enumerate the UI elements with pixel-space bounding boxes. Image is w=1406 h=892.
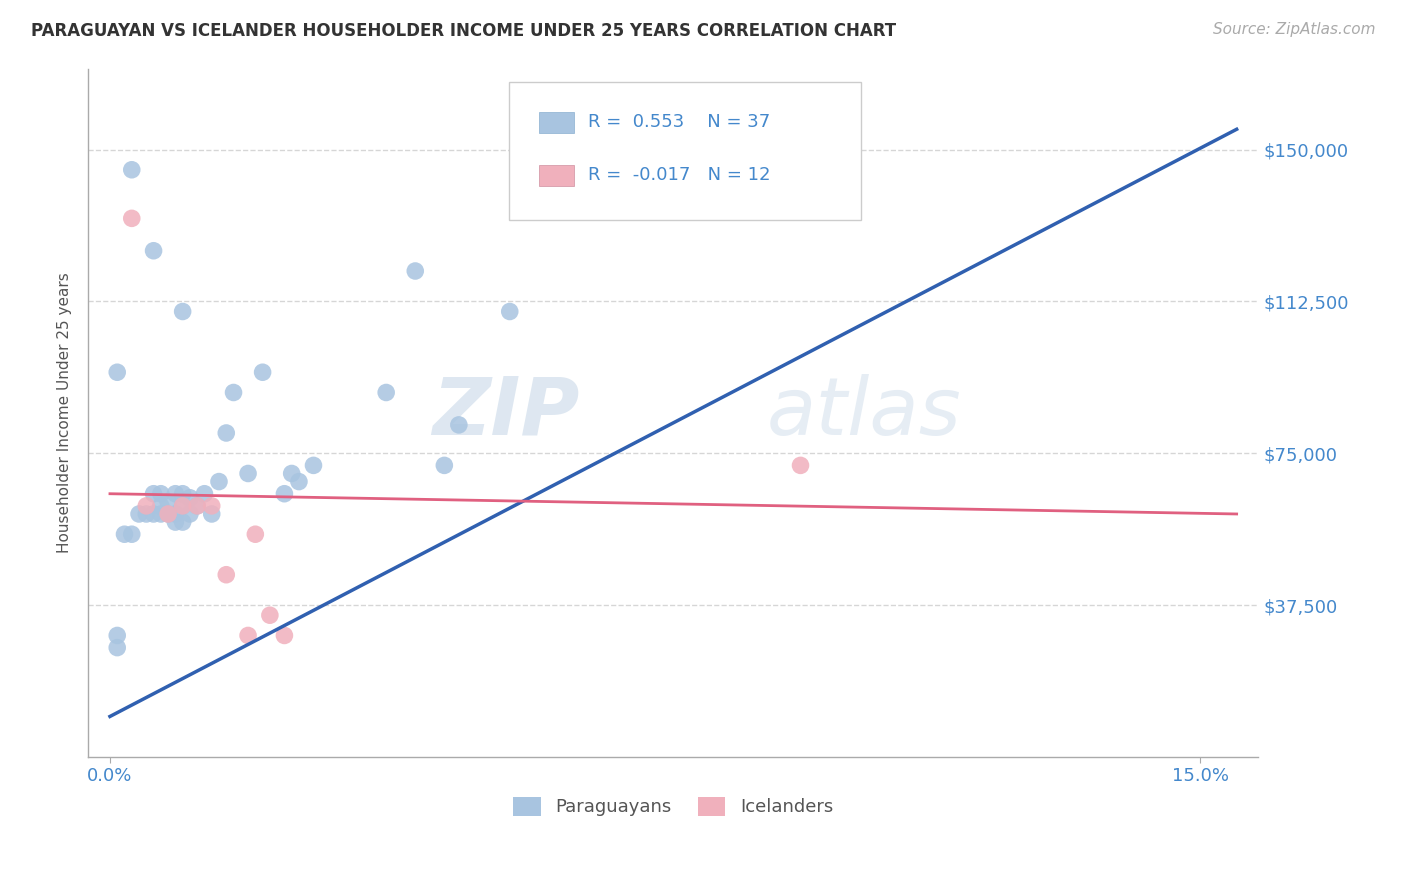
Point [157, 507, 180, 521]
Point [193, 487, 215, 501]
Point [149, 499, 172, 513]
Point [172, 499, 194, 513]
Point [245, 527, 267, 541]
Point [273, 628, 295, 642]
FancyBboxPatch shape [509, 82, 860, 220]
Point [149, 487, 172, 501]
Point [302, 458, 325, 473]
Point [222, 385, 245, 400]
Point [215, 425, 238, 440]
Point [135, 507, 157, 521]
Point [172, 499, 194, 513]
Text: Source: ZipAtlas.com: Source: ZipAtlas.com [1212, 22, 1375, 37]
Point [157, 507, 180, 521]
Point [252, 365, 274, 379]
Point [280, 467, 302, 481]
Point [273, 487, 295, 501]
Point [105, 628, 128, 642]
Point [201, 499, 224, 513]
Text: PARAGUAYAN VS ICELANDER HOUSEHOLDER INCOME UNDER 25 YEARS CORRELATION CHART: PARAGUAYAN VS ICELANDER HOUSEHOLDER INCO… [31, 22, 896, 40]
Point [179, 507, 201, 521]
Point [404, 264, 426, 278]
Point [499, 304, 522, 318]
Point [288, 475, 311, 489]
Point [165, 487, 187, 501]
Point [149, 507, 172, 521]
Point [121, 162, 143, 177]
Point [236, 467, 259, 481]
Point [201, 507, 224, 521]
Point [172, 487, 194, 501]
Point [157, 495, 180, 509]
Point [172, 515, 194, 529]
Point [121, 527, 143, 541]
Text: R =  0.553    N = 37: R = 0.553 N = 37 [588, 113, 770, 131]
Point [259, 608, 281, 623]
Point [105, 365, 128, 379]
Point [179, 491, 201, 505]
Text: atlas: atlas [766, 374, 962, 451]
Point [135, 499, 157, 513]
Text: R =  -0.017   N = 12: R = -0.017 N = 12 [588, 166, 770, 185]
Point [121, 211, 143, 226]
FancyBboxPatch shape [538, 165, 574, 186]
Point [105, 640, 128, 655]
Point [215, 567, 238, 582]
Point [447, 417, 470, 432]
FancyBboxPatch shape [538, 112, 574, 133]
Point [142, 507, 165, 521]
Point [789, 458, 811, 473]
Text: ZIP: ZIP [432, 374, 579, 451]
Point [128, 507, 150, 521]
Point [186, 499, 208, 513]
Point [186, 499, 208, 513]
Y-axis label: Householder Income Under 25 years: Householder Income Under 25 years [58, 272, 72, 553]
Point [165, 515, 187, 529]
Point [172, 304, 194, 318]
Point [142, 487, 165, 501]
Point [165, 507, 187, 521]
Point [114, 527, 136, 541]
Legend: Paraguayans, Icelanders: Paraguayans, Icelanders [506, 789, 841, 823]
Point [236, 628, 259, 642]
Point [375, 385, 398, 400]
Point [208, 475, 231, 489]
Point [142, 244, 165, 258]
Point [433, 458, 456, 473]
